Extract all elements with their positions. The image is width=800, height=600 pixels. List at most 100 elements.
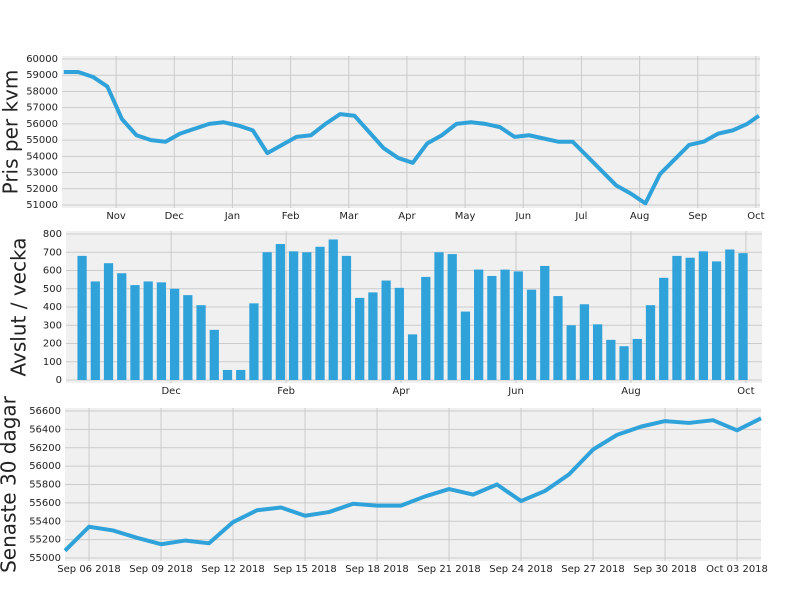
bar: [341, 255, 352, 380]
bar: [593, 324, 603, 380]
bar: [500, 269, 510, 380]
bar: [474, 269, 484, 380]
bar: [222, 369, 233, 380]
bar: [513, 271, 523, 380]
y-tick-label: 700: [43, 247, 62, 258]
y-tick-label: 56200: [29, 443, 61, 454]
bar: [196, 305, 206, 380]
y-tick-label: 55200: [29, 535, 61, 546]
bar: [447, 254, 457, 380]
bar: [302, 252, 312, 380]
x-tick-label: Aug: [630, 211, 650, 222]
bar: [698, 251, 709, 380]
y-tick-label: 56400: [29, 424, 61, 435]
x-tick-label: Oct: [737, 386, 754, 397]
bar: [143, 281, 153, 380]
bar: [275, 244, 286, 380]
y-axis-label: Pris per kvm: [0, 70, 23, 195]
line: [63, 416, 762, 553]
plot-background: [62, 56, 760, 208]
y-tick-label: 55400: [29, 516, 61, 527]
y-tick-label: 60000: [26, 54, 58, 65]
bar: [619, 346, 629, 380]
bar: [566, 325, 576, 380]
y-tick-label: 51000: [26, 200, 58, 211]
bar: [328, 239, 338, 380]
x-tick-label: Sep 27 2018: [561, 564, 624, 575]
y-tick-label: 53000: [26, 168, 58, 179]
bar: [553, 296, 563, 380]
bar: [236, 369, 246, 380]
bar: [183, 295, 193, 380]
line: [63, 69, 760, 206]
bar: [394, 287, 404, 380]
bar: [262, 252, 272, 380]
y-tick-label: 57000: [26, 103, 58, 114]
bar: [711, 261, 722, 380]
y-tick-label: 55000: [26, 135, 58, 146]
x-tick-label: Sep 24 2018: [489, 564, 552, 575]
y-tick-label: 300: [43, 320, 62, 331]
x-tick-label: Jun: [514, 211, 531, 222]
bar: [368, 292, 378, 380]
bar: [117, 273, 127, 380]
x-tick-label: Feb: [282, 211, 300, 222]
x-tick-label: Aug: [621, 386, 641, 397]
x-tick-label: Sep 21 2018: [417, 564, 480, 575]
y-tick-label: 100: [43, 357, 62, 368]
x-tick-label: Apr: [392, 386, 410, 397]
x-tick-label: Jun: [507, 386, 524, 397]
bar: [315, 246, 325, 380]
y-axis-label: Avslut / vecka: [7, 238, 31, 377]
y-axis-label: Senaste 30 dagar: [0, 395, 21, 573]
x-tick-label: Sep: [688, 211, 707, 222]
bar: [355, 297, 365, 380]
y-tick-label: 55800: [29, 480, 61, 491]
bar: [77, 255, 87, 380]
y-tick-label: 200: [43, 339, 62, 350]
x-tick-label: Sep 12 2018: [201, 564, 264, 575]
x-tick-label: Sep 18 2018: [345, 564, 408, 575]
bar: [434, 252, 444, 380]
y-tick-label: 800: [43, 229, 62, 240]
bar: [209, 329, 219, 380]
y-tick-label: 500: [43, 284, 62, 295]
x-tick-label: Dec: [161, 386, 180, 397]
y-tick-label: 55000: [29, 553, 61, 564]
bar: [632, 338, 642, 380]
y-tick-label: 55600: [29, 498, 61, 509]
x-tick-label: May: [455, 211, 476, 222]
bar: [156, 282, 167, 380]
y-tick-label: 56600: [29, 406, 61, 417]
y-tick-label: 0: [56, 375, 62, 386]
bar: [249, 303, 259, 380]
bar: [685, 257, 695, 380]
x-tick-label: Mar: [339, 211, 359, 222]
x-tick-label: Feb: [277, 386, 295, 397]
bar: [579, 304, 590, 380]
x-tick-label: Apr: [398, 211, 416, 222]
bar: [169, 288, 180, 380]
bar: [645, 305, 656, 380]
y-tick-label: 56000: [29, 461, 61, 472]
x-tick-label: Oct: [747, 211, 764, 222]
x-tick-label: Jan: [224, 211, 240, 222]
bar: [487, 275, 497, 380]
bar: [606, 339, 616, 380]
bar: [725, 249, 735, 380]
x-tick-label: Nov: [106, 211, 126, 222]
bar: [381, 280, 391, 380]
y-tick-label: 58000: [26, 86, 58, 97]
bar: [90, 281, 100, 380]
y-tick-label: 56000: [26, 119, 58, 130]
bar: [659, 277, 669, 380]
bar: [738, 253, 748, 380]
x-tick-label: Sep 09 2018: [129, 564, 192, 575]
bar: [540, 265, 550, 380]
x-tick-label: Sep 06 2018: [57, 564, 120, 575]
bar: [526, 289, 537, 380]
x-tick-label: Oct 03 2018: [706, 564, 768, 575]
bar: [460, 311, 471, 380]
bar: [407, 334, 418, 380]
